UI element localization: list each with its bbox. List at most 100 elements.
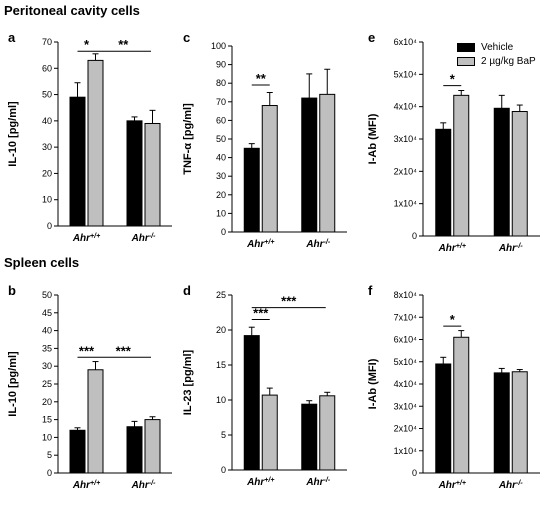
chart-d-ytick-label: 0 bbox=[221, 465, 226, 475]
chart-a-ylabel: IL-10 [pg/ml] bbox=[7, 101, 19, 167]
chart-c-ytick-label: 90 bbox=[216, 60, 226, 70]
chart-f-category-label: Ahr+/+ bbox=[438, 480, 466, 492]
chart-c-bar bbox=[243, 147, 260, 233]
chart-c-bar bbox=[261, 105, 278, 233]
chart-a-ytick-label: 70 bbox=[42, 37, 52, 47]
chart-b: 0 5 10 15 20 25 30 35 40 45 50 IL-10 [pg/ml] Ahr+/+ A… bbox=[7, 290, 172, 492]
chart-a-significance-label: ** bbox=[118, 37, 129, 52]
chart-b-ytick-label: 45 bbox=[42, 308, 52, 318]
chart-b-bar bbox=[87, 369, 104, 474]
chart-d-bar bbox=[243, 335, 260, 471]
chart-c-bar bbox=[319, 93, 336, 233]
chart-f-ytick-label: 4x10⁴ bbox=[394, 379, 418, 389]
chart-c-category-label: Ahr-/- bbox=[305, 239, 331, 251]
chart-f-ytick-label: 1x10⁴ bbox=[394, 446, 418, 456]
legend-item-bap: 2 µg/kg BaP bbox=[457, 54, 536, 68]
chart-c-category-label: Ahr+/+ bbox=[246, 239, 274, 251]
chart-d-ytick-label: 15 bbox=[216, 360, 226, 370]
chart-d-significance-label: *** bbox=[253, 306, 269, 321]
chart-a-category-label: Ahr+/+ bbox=[72, 233, 100, 245]
chart-a-significance-label: * bbox=[84, 37, 90, 52]
chart-d-bar bbox=[301, 403, 318, 471]
chart-f-ylabel: I-Ab (MFI) bbox=[367, 358, 379, 409]
chart-c-ytick-label: 80 bbox=[216, 78, 226, 88]
chart-c-ytick-label: 40 bbox=[216, 153, 226, 163]
chart-e-ytick-label: 1x10⁴ bbox=[394, 199, 418, 209]
chart-b-ytick-label: 20 bbox=[42, 397, 52, 407]
chart-b-bar bbox=[126, 426, 143, 474]
chart-c-ytick-label: 100 bbox=[211, 41, 226, 51]
chart-d-ytick-label: 20 bbox=[216, 325, 226, 335]
legend: Vehicle 2 µg/kg BaP bbox=[457, 40, 536, 68]
chart-c-significance-label: ** bbox=[256, 71, 267, 86]
chart-c-ytick-label: 30 bbox=[216, 171, 226, 181]
legend-swatch-bap bbox=[457, 56, 475, 66]
chart-c-ylabel: TNF-α [pg/ml] bbox=[182, 103, 194, 175]
legend-label-vehicle: Vehicle bbox=[481, 41, 514, 53]
chart-c-ytick-label: 60 bbox=[216, 115, 226, 125]
chart-f-bar bbox=[493, 372, 510, 474]
chart-f-ytick-label: 2x10⁴ bbox=[394, 424, 418, 434]
chart-e: 0 1x10⁴ 2x10⁴ 3x10⁴ 4x10⁴ 5x10⁴ 6x10⁴ I-Ab (MFI… bbox=[367, 37, 540, 255]
section-title-spleen: Spleen cells bbox=[4, 255, 80, 270]
chart-a-bar bbox=[126, 120, 143, 227]
chart-b-ylabel: IL-10 [pg/ml] bbox=[7, 351, 19, 417]
chart-e-ylabel: I-Ab (MFI) bbox=[367, 113, 379, 164]
chart-b-category-label: Ahr+/+ bbox=[72, 480, 100, 492]
chart-e-ytick-label: 4x10⁴ bbox=[394, 102, 418, 112]
chart-f-ytick-label: 8x10⁴ bbox=[394, 290, 418, 300]
chart-e-ytick-label: 3x10⁴ bbox=[394, 134, 418, 144]
chart-a: 0 10 20 30 40 50 60 70 IL-10 [pg/ml] Ahr+/+ Ahr-/-… bbox=[7, 37, 172, 245]
chart-e-ytick-label: 5x10⁴ bbox=[394, 69, 418, 79]
chart-b-ytick-label: 30 bbox=[42, 361, 52, 371]
chart-e-category-label: Ahr+/+ bbox=[438, 243, 466, 255]
chart-d-ylabel: IL-23 [pg/ml] bbox=[182, 349, 194, 415]
chart-f-category-label: Ahr-/- bbox=[498, 480, 524, 492]
chart-e-category-label: Ahr-/- bbox=[498, 243, 524, 255]
chart-f-bar bbox=[511, 371, 528, 474]
chart-a-bar bbox=[144, 122, 161, 227]
chart-e-ytick-label: 0 bbox=[412, 231, 417, 241]
chart-a-bar bbox=[69, 96, 86, 227]
chart-a-ytick-label: 40 bbox=[42, 116, 52, 126]
chart-e-bar bbox=[493, 107, 510, 237]
chart-f-ytick-label: 7x10⁴ bbox=[394, 312, 418, 322]
chart-c-ytick-label: 10 bbox=[216, 208, 226, 218]
chart-f-ytick-label: 6x10⁴ bbox=[394, 335, 418, 345]
chart-b-ytick-label: 10 bbox=[42, 432, 52, 442]
chart-d-category-label: Ahr+/+ bbox=[246, 477, 274, 489]
chart-b-ytick-label: 15 bbox=[42, 415, 52, 425]
chart-f: 0 1x10⁴ 2x10⁴ 3x10⁴ 4x10⁴ 5x10⁴ 6x10⁴ 7x10⁴ 8x10… bbox=[367, 290, 540, 492]
panel-label-d: d bbox=[183, 283, 191, 298]
chart-b-category-label: Ahr-/- bbox=[131, 480, 157, 492]
chart-b-ytick-label: 35 bbox=[42, 343, 52, 353]
chart-d-bar bbox=[261, 394, 278, 471]
chart-c-ytick-label: 0 bbox=[221, 227, 226, 237]
chart-a-ytick-label: 10 bbox=[42, 195, 52, 205]
chart-c-ytick-label: 50 bbox=[216, 134, 226, 144]
chart-b-significance-label: *** bbox=[79, 343, 95, 358]
chart-f-ytick-label: 5x10⁴ bbox=[394, 357, 418, 367]
chart-a-ytick-label: 30 bbox=[42, 142, 52, 152]
chart-a-ytick-label: 60 bbox=[42, 63, 52, 73]
chart-e-bar bbox=[453, 94, 470, 237]
chart-e-ytick-label: 2x10⁴ bbox=[394, 166, 418, 176]
chart-c-ytick-label: 70 bbox=[216, 97, 226, 107]
chart-b-ytick-label: 50 bbox=[42, 290, 52, 300]
chart-d-ytick-label: 25 bbox=[216, 290, 226, 300]
chart-f-bar bbox=[435, 363, 452, 474]
chart-e-ytick-label: 6x10⁴ bbox=[394, 37, 418, 47]
chart-f-significance-label: * bbox=[450, 312, 456, 327]
chart-d-ytick-label: 5 bbox=[221, 430, 226, 440]
chart-d-significance-label: *** bbox=[281, 294, 297, 309]
chart-f-bar bbox=[453, 336, 470, 474]
chart-b-bar bbox=[144, 419, 161, 474]
chart-a-category-label: Ahr-/- bbox=[131, 233, 157, 245]
chart-f-ytick-label: 3x10⁴ bbox=[394, 401, 418, 411]
chart-b-bar bbox=[69, 429, 86, 474]
chart-c: 0 10 20 30 40 50 60 70 80 90 100 TNF-α [pg/ml] Ahr+/… bbox=[182, 41, 347, 251]
chart-d-category-label: Ahr-/- bbox=[305, 477, 331, 489]
chart-a-ytick-label: 20 bbox=[42, 168, 52, 178]
chart-f-ytick-label: 0 bbox=[412, 468, 417, 478]
chart-a-ytick-label: 50 bbox=[42, 90, 52, 100]
